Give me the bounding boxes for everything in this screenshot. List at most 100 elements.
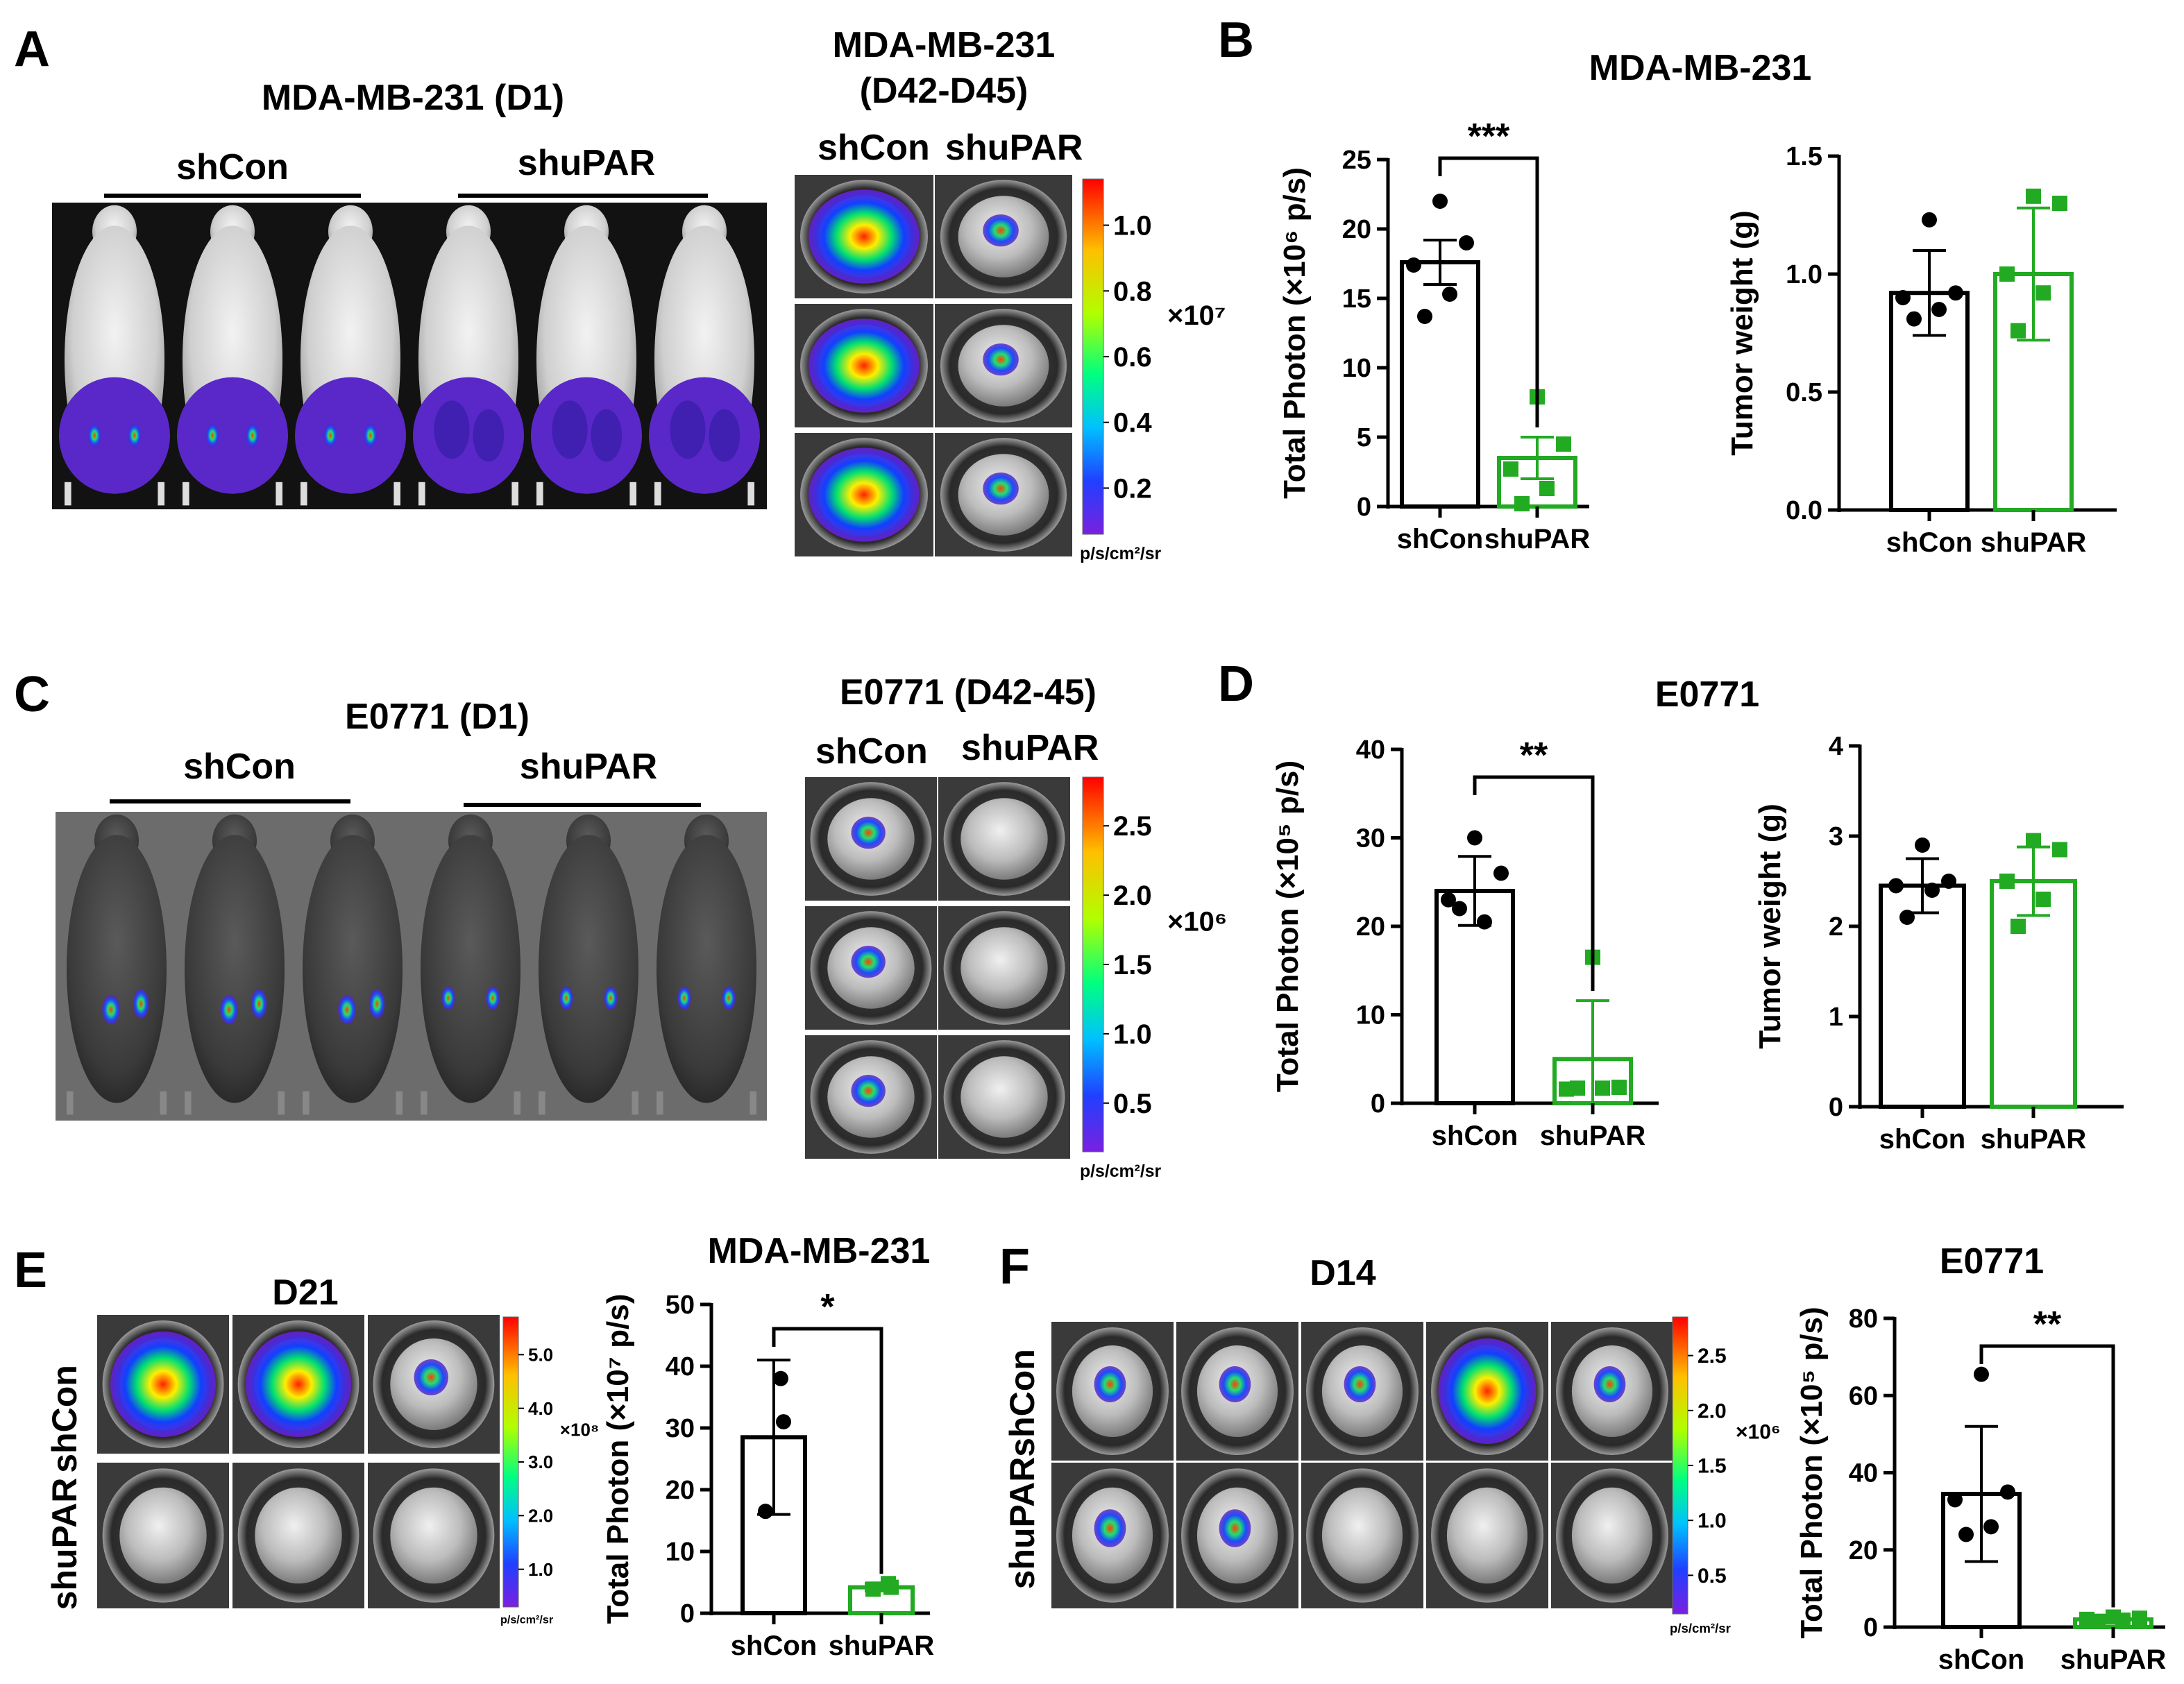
- panel-c-exvivo-group1: shCon: [815, 731, 928, 772]
- colorbar-tick-label: 1.0: [1698, 1510, 1727, 1533]
- tissue: [255, 1487, 342, 1584]
- well: [938, 1035, 1070, 1159]
- colorbar-gradient: [1672, 1316, 1688, 1615]
- y-tick-label: 40: [1356, 735, 1385, 765]
- data-point-shCon: [1983, 1519, 1999, 1535]
- y-tick-label: 20: [666, 1476, 695, 1505]
- colorbar-multiplier: ×10⁶: [1167, 906, 1227, 937]
- well: [805, 906, 937, 1030]
- tissue: [119, 1487, 207, 1584]
- mouse-foot: [393, 482, 400, 506]
- mouse: [295, 205, 406, 506]
- data-point-shCon: [1442, 287, 1457, 302]
- mouse: [303, 814, 403, 1115]
- mouse: [59, 205, 170, 506]
- colorbar-tick-label: 1.5: [1698, 1455, 1727, 1478]
- data-point-shuPAR: [2026, 833, 2041, 849]
- significance-label: ***: [1468, 117, 1510, 157]
- mouse-foot: [654, 482, 661, 506]
- data-point-shuPAR: [2026, 188, 2041, 204]
- signal-spot: [110, 1332, 216, 1437]
- panel-c-colorbar: 2.5 2.0 1.5 1.0 0.5 ×10⁶ p/s/cm²/sr: [1080, 776, 1227, 1181]
- mouse-foot: [183, 482, 189, 506]
- y-tick-label: 0: [680, 1599, 695, 1628]
- significance-bracket: [1438, 156, 1539, 427]
- well: [97, 1315, 229, 1454]
- panel-a-exvivo-group2: shuPAR: [945, 128, 1083, 168]
- colorbar-tick-label: 3.0: [528, 1452, 553, 1472]
- mouse-foot: [278, 1091, 285, 1115]
- data-point-shCon: [1922, 212, 1937, 228]
- well: [935, 175, 1072, 298]
- bar-shCon: [1879, 883, 1966, 1109]
- mouse: [421, 814, 520, 1115]
- well: [368, 1463, 500, 1608]
- well: [938, 777, 1070, 901]
- colorbar-gradient: [502, 1316, 519, 1608]
- y-tick-label: 20: [1356, 912, 1385, 942]
- well: [1551, 1463, 1673, 1608]
- mouse: [649, 205, 760, 506]
- signal-spot: [983, 472, 1019, 505]
- data-point-shCon: [1493, 865, 1509, 881]
- colorbar-tick-label: 2.5: [1113, 811, 1152, 842]
- colorbar-multiplier: ×10⁷: [1167, 300, 1226, 331]
- mouse-foot: [300, 482, 307, 506]
- signal-spot: [1344, 1366, 1376, 1402]
- y-tick-label: 1.0: [1786, 260, 1822, 289]
- signal-spot: [1438, 1338, 1537, 1444]
- significance-label: **: [2033, 1304, 2062, 1345]
- y-axis-label: Total Photon (×10⁶ p/s): [1278, 167, 1312, 499]
- panel-a-title: MDA-MB-231 (D1): [262, 78, 564, 118]
- bar-shCon: [1400, 260, 1480, 509]
- well: [938, 906, 1070, 1030]
- signal-spot: [177, 377, 288, 494]
- colorbar-tick-label: 0.2: [1113, 473, 1152, 504]
- panel-a-group1: shCon: [176, 147, 289, 187]
- signal-spot: [809, 189, 920, 284]
- signal-spot: [205, 423, 219, 448]
- mouse-foot: [536, 482, 543, 506]
- mouse-body: [539, 835, 638, 1103]
- mouse-foot: [747, 482, 754, 506]
- data-point-shCon: [1417, 309, 1432, 324]
- signal-spot: [559, 986, 573, 1010]
- signal-spot: [709, 409, 740, 462]
- colorbar-tick-label: 1.0: [1113, 211, 1152, 241]
- data-point-shuPAR: [1503, 461, 1518, 477]
- data-point-shCon: [1895, 290, 1911, 305]
- data-point-shuPAR: [865, 1581, 881, 1597]
- colorbar-tick-label: 1.0: [528, 1559, 553, 1580]
- mouse: [67, 814, 167, 1115]
- panel-f-exvivo-image: [1051, 1322, 1673, 1608]
- colorbar-tick-label: 0.6: [1113, 342, 1152, 373]
- y-axis-label: Tumor weight (g): [1753, 803, 1787, 1049]
- colorbar-multiplier: ×10⁶: [1736, 1420, 1781, 1443]
- tissue: [1571, 1487, 1653, 1584]
- panel-e-title: D21: [272, 1273, 338, 1313]
- data-point-shuPAR: [1611, 1080, 1627, 1096]
- data-point-shCon: [1452, 901, 1467, 917]
- mouse-body: [303, 835, 403, 1103]
- signal-spot: [369, 989, 385, 1019]
- signal-spot: [59, 377, 170, 494]
- data-point-shuPAR: [883, 1579, 899, 1595]
- data-point-shCon: [1467, 830, 1482, 846]
- data-point-shuPAR: [2132, 1610, 2147, 1626]
- y-tick-label: 0: [1863, 1613, 1878, 1642]
- data-point-shuPAR: [1999, 874, 2015, 889]
- well: [1176, 1322, 1298, 1461]
- panel-a-group2: shuPAR: [518, 143, 655, 183]
- x-tick-label: shuPAR: [1540, 1121, 1646, 1151]
- y-tick-label: 60: [1849, 1381, 1878, 1411]
- mouse-body: [185, 835, 285, 1103]
- x-tick-label: shCon: [1879, 1124, 1965, 1155]
- panel-f-letter: F: [999, 1239, 1030, 1295]
- signal-spot: [251, 989, 267, 1019]
- tissue: [960, 1056, 1048, 1138]
- y-tick-label: 3: [1829, 822, 1843, 851]
- y-tick-label: 10: [666, 1538, 695, 1567]
- mouse-foot: [303, 1091, 310, 1115]
- well: [935, 433, 1072, 556]
- y-axis-label: Tumor weight (g): [1725, 210, 1759, 456]
